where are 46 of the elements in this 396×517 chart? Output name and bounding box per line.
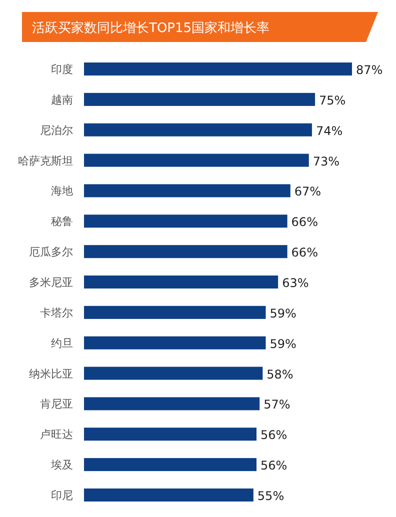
bar — [84, 214, 288, 228]
y-tick-label: 纳米比亚 — [29, 367, 73, 380]
bar — [84, 184, 290, 198]
y-tick-label: 尼泊尔 — [40, 124, 73, 137]
data-label: 67% — [294, 184, 322, 199]
data-label: 59% — [270, 306, 296, 320]
y-tick-label: 海地 — [51, 184, 73, 198]
y-tick-label: 厄瓜多尔 — [29, 246, 73, 259]
data-label: 55% — [257, 489, 284, 503]
chart-title: 活跃买家数同比增长TOP15国家和增长率 — [32, 20, 270, 36]
bar — [84, 428, 257, 441]
bar — [84, 397, 260, 410]
bar — [84, 458, 257, 472]
data-label: 74% — [316, 124, 343, 138]
bar — [84, 154, 309, 167]
data-label: 59% — [270, 336, 296, 351]
data-label: 66% — [291, 246, 318, 260]
bar — [84, 276, 278, 288]
bar — [84, 245, 288, 258]
data-label: 75% — [319, 93, 346, 108]
data-label: 57% — [264, 398, 290, 412]
data-label: 87% — [356, 63, 383, 77]
data-label: 63% — [282, 276, 309, 290]
bar — [84, 123, 312, 136]
bar — [84, 92, 316, 106]
data-label: 73% — [312, 154, 340, 168]
y-tick-label: 印度 — [51, 63, 73, 76]
data-label: 56% — [260, 428, 288, 442]
y-tick-label: 多米尼亚 — [29, 276, 73, 289]
y-tick-label: 肯尼亚 — [40, 398, 73, 411]
y-tick-label: 印尼 — [51, 489, 73, 502]
bar — [84, 366, 263, 380]
y-tick-label: 卢旺达 — [40, 428, 73, 442]
data-label: 66% — [291, 215, 318, 230]
y-tick-label: 约旦 — [51, 336, 73, 350]
bar — [84, 306, 266, 319]
y-tick-label: 越南 — [51, 93, 73, 106]
y-tick-label: 哈萨克斯坦 — [18, 154, 73, 168]
bar — [84, 336, 266, 350]
y-tick-label: 卡塔尔 — [40, 306, 73, 320]
y-tick-label: 埃及 — [50, 458, 73, 472]
data-label: 58% — [266, 367, 294, 382]
bar — [84, 488, 254, 502]
data-label: 56% — [260, 458, 288, 473]
y-tick-label: 秘鲁 — [51, 215, 73, 228]
bar — [84, 62, 352, 76]
